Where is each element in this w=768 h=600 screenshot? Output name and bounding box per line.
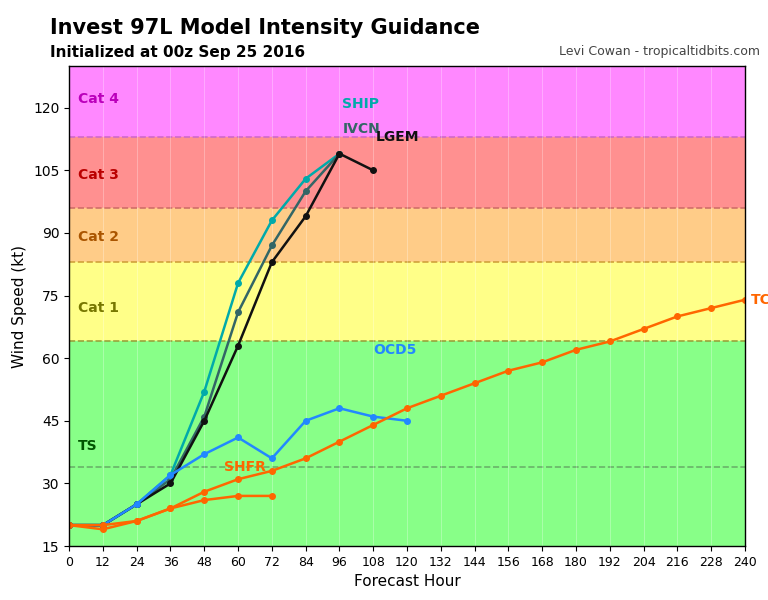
- Text: Cat 3: Cat 3: [78, 167, 118, 182]
- Y-axis label: Wind Speed (kt): Wind Speed (kt): [12, 245, 28, 367]
- Text: LGEM: LGEM: [376, 130, 419, 144]
- Bar: [69, 467, 745, 546]
- Text: SHIP: SHIP: [343, 97, 379, 110]
- Bar: [69, 341, 745, 467]
- Text: Cat 1: Cat 1: [78, 301, 118, 315]
- Text: TS: TS: [78, 439, 98, 453]
- Text: IVCN: IVCN: [343, 122, 380, 136]
- Bar: [69, 137, 745, 208]
- Text: Cat 2: Cat 2: [78, 230, 118, 244]
- Bar: [69, 208, 745, 262]
- X-axis label: Forecast Hour: Forecast Hour: [354, 574, 460, 589]
- Text: Initialized at 00z Sep 25 2016: Initialized at 00z Sep 25 2016: [50, 45, 305, 60]
- Text: Invest 97L Model Intensity Guidance: Invest 97L Model Intensity Guidance: [50, 18, 480, 38]
- Text: SHFR: SHFR: [224, 460, 266, 473]
- Bar: [69, 262, 745, 341]
- Text: OCD5: OCD5: [373, 343, 416, 357]
- Bar: [69, 66, 745, 137]
- Text: Levi Cowan - tropicaltidbits.com: Levi Cowan - tropicaltidbits.com: [559, 45, 760, 58]
- Text: Cat 4: Cat 4: [78, 92, 118, 106]
- Text: TCLP: TCLP: [750, 293, 768, 307]
